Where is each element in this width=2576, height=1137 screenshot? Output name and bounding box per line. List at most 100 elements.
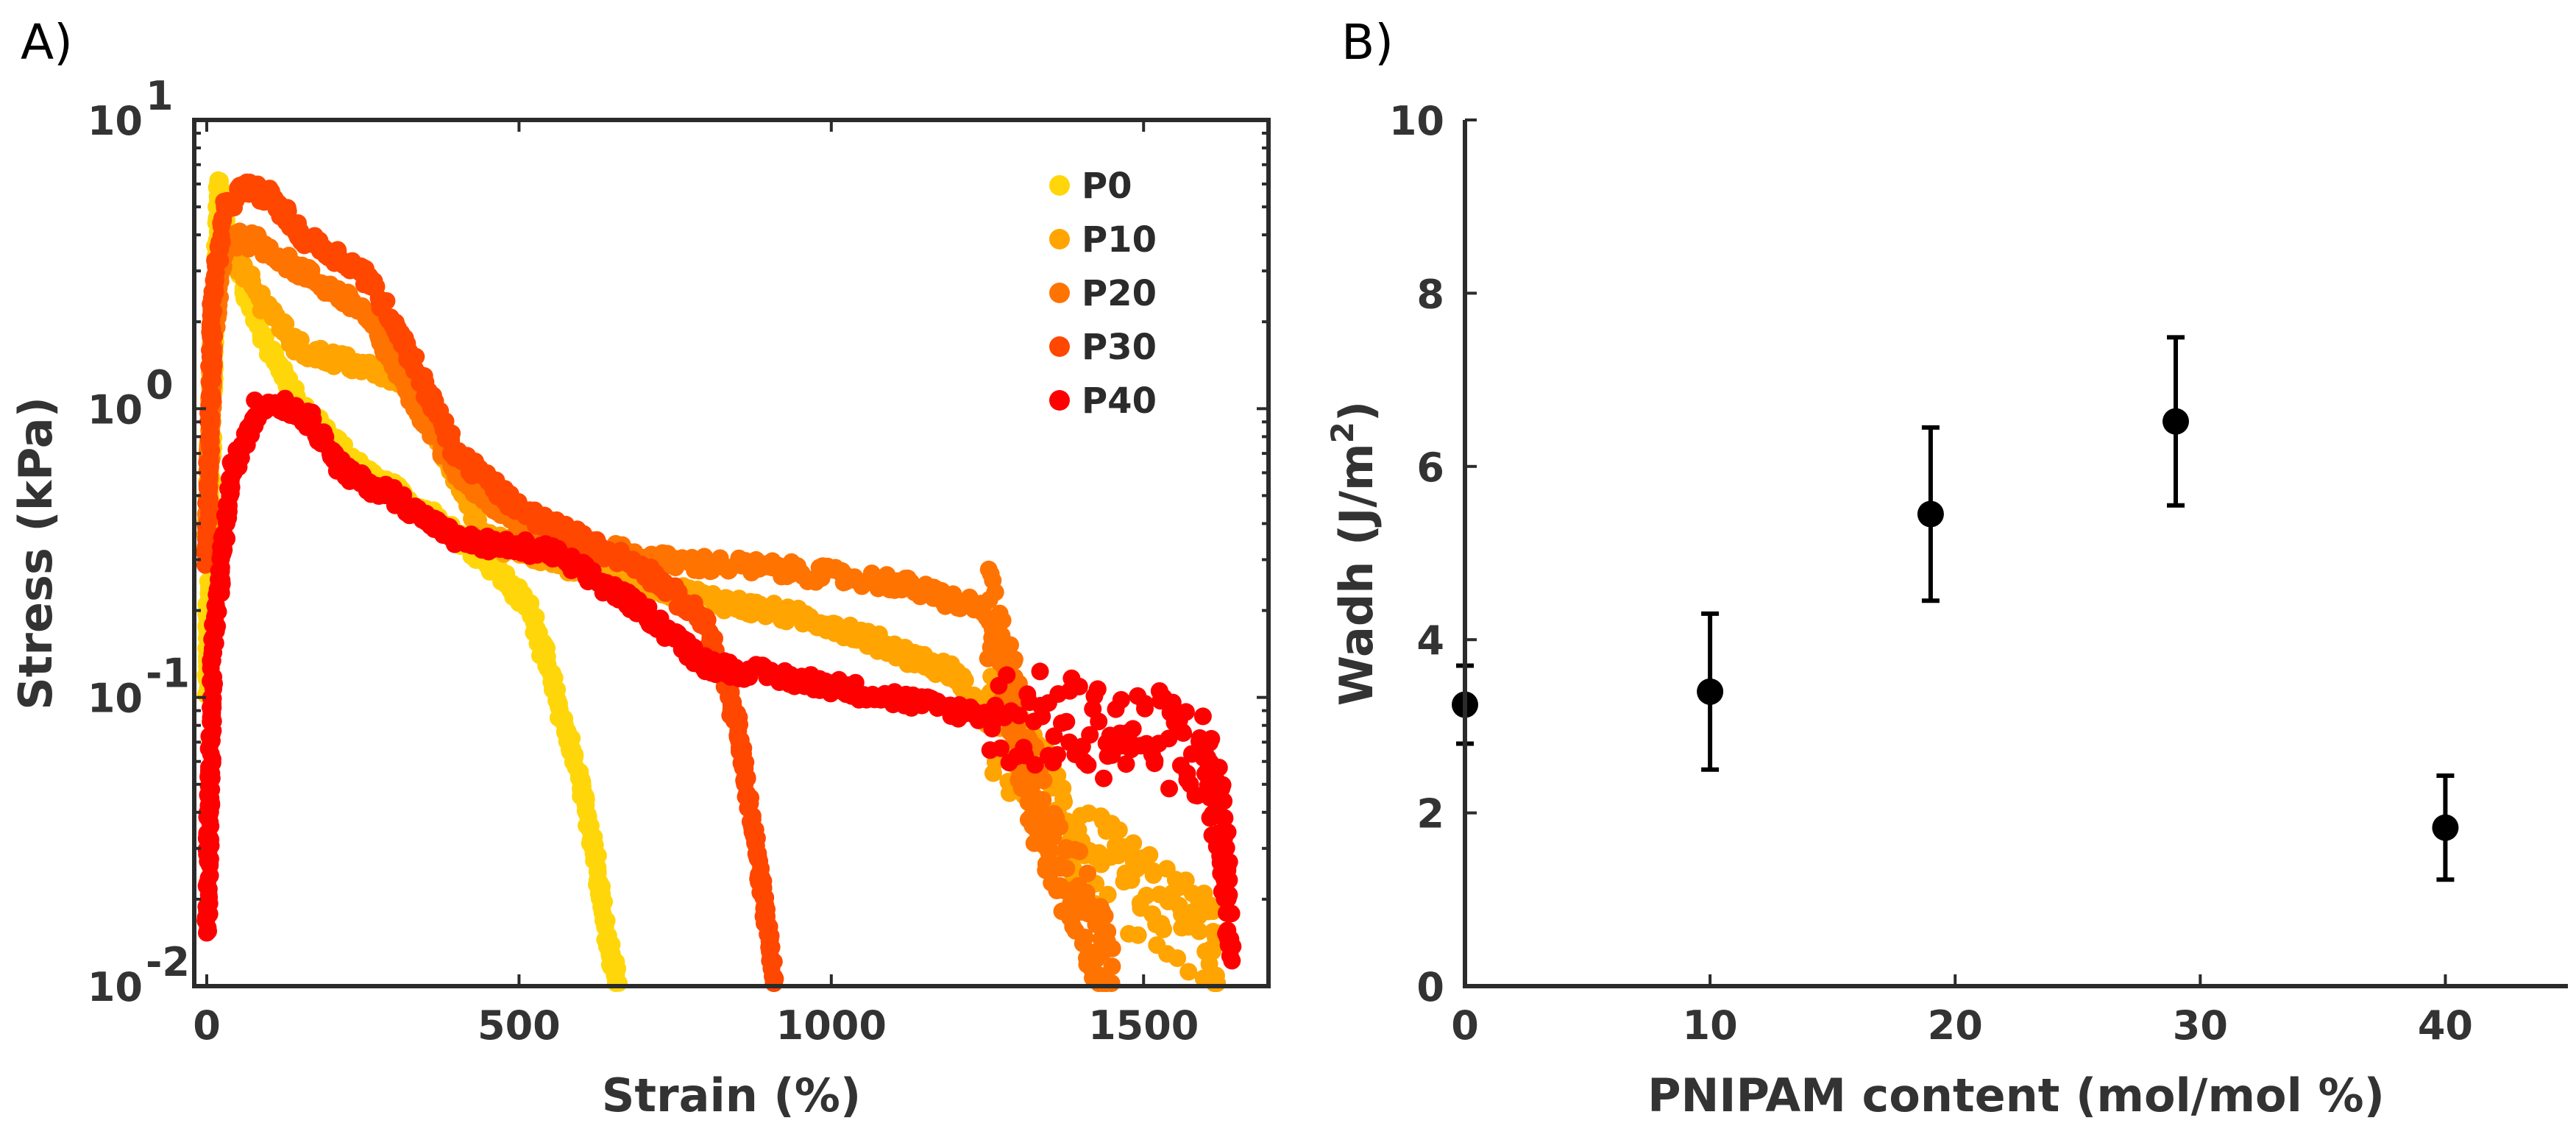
series-p10 bbox=[196, 227, 1228, 992]
y-tick-label-a-exponent: -2 bbox=[146, 939, 190, 985]
data-point-p40 bbox=[1218, 857, 1237, 875]
data-point-p40 bbox=[992, 739, 1010, 757]
data-point-p40 bbox=[1033, 707, 1051, 726]
data-point-p20 bbox=[1057, 860, 1076, 878]
data-point-group-b bbox=[1917, 425, 1944, 603]
data-point-p20 bbox=[1076, 928, 1094, 946]
data-point-p40 bbox=[1218, 890, 1237, 908]
x-tick-label-b: 20 bbox=[1928, 1002, 1983, 1049]
legend-label-p10: P10 bbox=[1082, 219, 1157, 261]
chart-b: 0 10 20 30 40 0 2 4 6 8 10 PNIPAM content (mol/mol… bbox=[1324, 98, 2568, 1122]
chart-b-ylabel-superscript: 2 bbox=[1324, 422, 1360, 443]
data-point-p20 bbox=[993, 612, 1012, 630]
chart-b-data-layer bbox=[1452, 335, 2459, 882]
chart-b-ylabel: Wadh (J/m2) bbox=[1324, 401, 1383, 706]
x-tick-label-b: 40 bbox=[2418, 1002, 2473, 1049]
data-point-p40 bbox=[1124, 720, 1142, 738]
legend-marker-p20 bbox=[1049, 283, 1070, 303]
data-point-p30 bbox=[199, 512, 216, 531]
data-point-p10 bbox=[1129, 926, 1147, 944]
panel-label-b: B) bbox=[1341, 14, 1394, 71]
x-tick-label-a: 0 bbox=[193, 1002, 221, 1049]
data-point-p40 bbox=[1117, 755, 1135, 773]
data-point-p20 bbox=[1096, 907, 1114, 925]
x-tick-label-b: 10 bbox=[1683, 1002, 1738, 1049]
data-point-p40 bbox=[1216, 809, 1234, 827]
data-point-p20 bbox=[986, 583, 1004, 601]
chart-b-ylabel-main: Wadh (J/m bbox=[1330, 443, 1383, 706]
data-point-p40 bbox=[1210, 759, 1228, 776]
data-point-p30 bbox=[442, 428, 461, 446]
data-point-p10 bbox=[1207, 966, 1225, 985]
data-point-p20 bbox=[1051, 818, 1069, 836]
chart-a-frame bbox=[192, 118, 1271, 988]
data-point-p40 bbox=[1174, 723, 1192, 741]
data-point-p40 bbox=[1070, 677, 1088, 695]
chart-b-ticks: 0 10 20 30 40 0 2 4 6 8 10 bbox=[1389, 98, 2473, 1049]
legend-label-p40: P40 bbox=[1082, 380, 1157, 422]
data-point-p40 bbox=[198, 874, 216, 892]
data-point bbox=[1917, 500, 1944, 528]
data-point-p40 bbox=[1079, 756, 1097, 774]
data-point-p10 bbox=[1177, 871, 1195, 890]
legend-marker-p40 bbox=[1049, 390, 1070, 411]
data-point-p30 bbox=[212, 233, 230, 252]
data-point-p30 bbox=[764, 952, 783, 971]
data-point-p10 bbox=[984, 764, 1002, 782]
data-point-p40 bbox=[1222, 904, 1241, 923]
chart-b-xlabel: PNIPAM content (mol/mol %) bbox=[1647, 1069, 2385, 1122]
data-point-p40 bbox=[1010, 706, 1028, 725]
panel-label-a: A) bbox=[21, 14, 73, 71]
data-point-p10 bbox=[1140, 846, 1159, 864]
data-point-p10 bbox=[1144, 862, 1162, 880]
y-tick-label-b: 0 bbox=[1416, 964, 1444, 1010]
chart-a-legend: P0 P10 P20 P30 P40 bbox=[1049, 166, 1157, 422]
y-tick-label-b: 6 bbox=[1416, 444, 1444, 491]
data-point-p20 bbox=[1005, 650, 1023, 668]
data-point-p10 bbox=[1110, 821, 1128, 839]
data-point-p40 bbox=[1163, 693, 1182, 712]
chart-a-ylabel: Stress (kPa) bbox=[9, 397, 63, 710]
data-point-p40 bbox=[1177, 703, 1195, 721]
data-point-p10 bbox=[1204, 902, 1222, 921]
data-point-p10 bbox=[1168, 949, 1187, 967]
data-point-p40 bbox=[1193, 707, 1212, 726]
data-point-p40 bbox=[1049, 745, 1066, 764]
y-tick-label-a-exponent: 0 bbox=[146, 361, 174, 408]
chart-b-ylabel-suffix: ) bbox=[1330, 401, 1383, 422]
data-point-p40 bbox=[1160, 729, 1178, 748]
x-tick-label-b: 0 bbox=[1451, 1002, 1479, 1049]
data-point-p40 bbox=[1057, 712, 1076, 731]
x-tick-label-b: 30 bbox=[2173, 1002, 2228, 1049]
data-point-p40 bbox=[1224, 938, 1242, 955]
series-p30 bbox=[196, 173, 784, 992]
data-point-p40 bbox=[1081, 726, 1099, 744]
data-point-p40 bbox=[1201, 734, 1219, 751]
x-tick-label-a: 500 bbox=[478, 1002, 561, 1049]
data-point-p10 bbox=[1054, 790, 1073, 808]
data-point-p40 bbox=[1215, 792, 1233, 810]
data-point-group-b bbox=[2162, 335, 2190, 508]
data-point bbox=[2162, 408, 2190, 435]
data-point-p10 bbox=[1190, 922, 1208, 941]
data-point-p30 bbox=[377, 292, 396, 310]
data-point-p40 bbox=[215, 525, 233, 542]
data-point-p40 bbox=[207, 600, 226, 618]
series-p40 bbox=[196, 389, 1242, 970]
x-tick-label-a: 1000 bbox=[776, 1002, 887, 1049]
x-tick-label-a: 1500 bbox=[1088, 1002, 1199, 1049]
y-tick-label-a: 10 bbox=[88, 964, 143, 1010]
data-point-group-b bbox=[2432, 773, 2459, 882]
legend-label-p20: P20 bbox=[1082, 273, 1157, 314]
data-point-p40 bbox=[1088, 680, 1107, 698]
data-point-p40 bbox=[1213, 779, 1231, 797]
legend-marker-p0 bbox=[1049, 175, 1070, 196]
data-point-p40 bbox=[1160, 779, 1178, 798]
data-point-p40 bbox=[1112, 691, 1130, 709]
y-tick-label-b: 8 bbox=[1416, 271, 1444, 317]
data-point-p20 bbox=[1103, 939, 1121, 957]
data-point-p20 bbox=[1071, 842, 1089, 860]
data-point-p40 bbox=[1146, 751, 1164, 770]
